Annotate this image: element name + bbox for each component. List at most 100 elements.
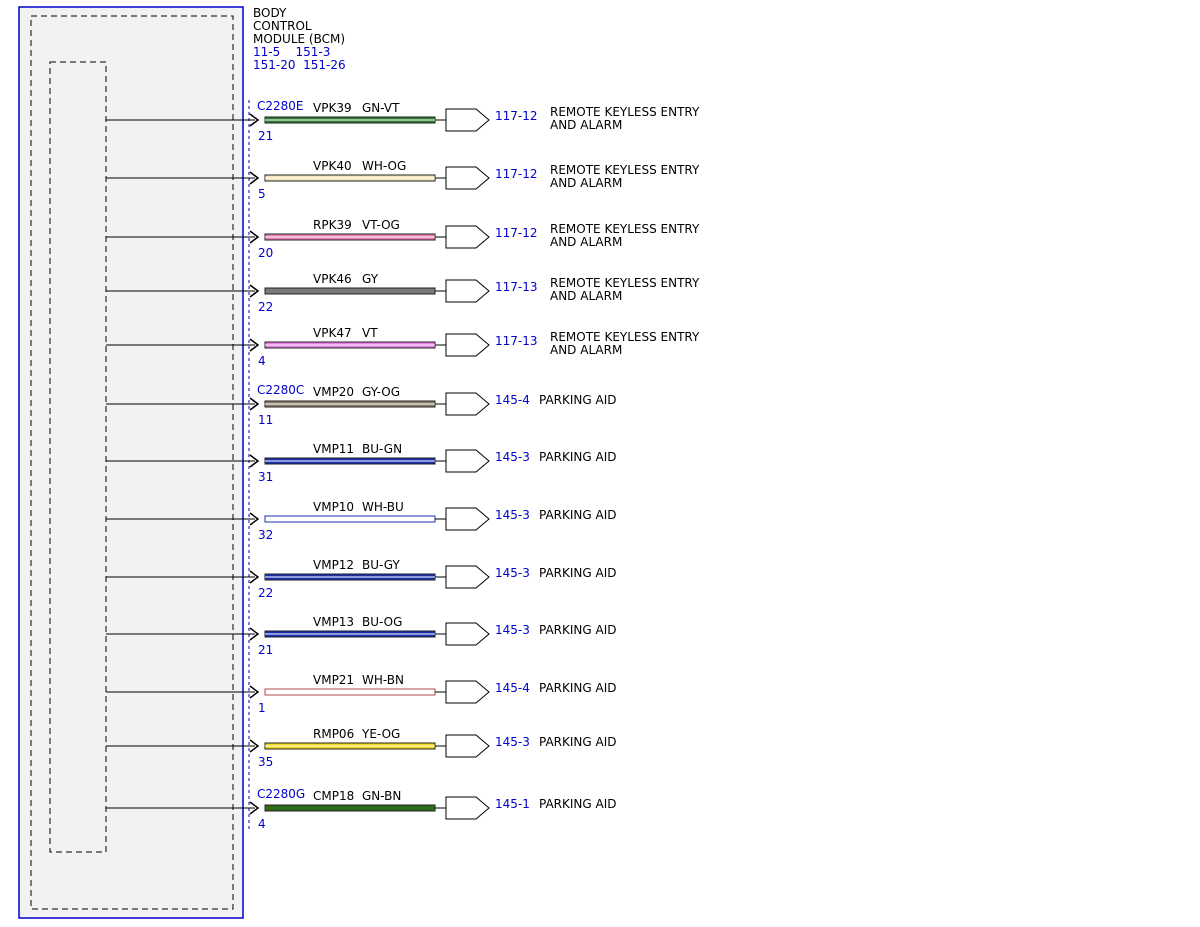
destination-label: PARKING AID	[539, 566, 617, 580]
off-page-connector-icon	[445, 796, 490, 820]
pin-number: 35	[258, 755, 273, 769]
pin-arrow-icon	[249, 284, 260, 298]
destination-label: REMOTE KEYLESS ENTRY	[550, 330, 700, 344]
connector-id: C2280E	[257, 99, 304, 113]
wire-color-code: BU-GN	[362, 442, 402, 456]
module-title: BODY CONTROL MODULE (BCM)	[253, 6, 345, 46]
wire-row: 21 VMP13 BU-OG 145-3 PARKING AID	[106, 615, 617, 657]
module-inner-dashed-box	[30, 15, 234, 910]
pin-arrow-icon	[249, 739, 260, 753]
pin-number: 1	[258, 701, 266, 715]
pin-arrow-icon	[249, 113, 260, 127]
circuit-id: VPK46	[313, 272, 352, 286]
pin-number: 22	[258, 300, 273, 314]
module-title-line: CONTROL	[253, 19, 312, 33]
wire-row: 22 VMP12 BU-GY 145-3 PARKING AID	[106, 558, 617, 600]
wire-row: 20 RPK39 VT-OG 117-12 REMOTE KEYLESS ENTRYAN…	[106, 218, 700, 260]
off-page-connector-icon	[445, 680, 490, 704]
wire-color-code: WH-OG	[362, 159, 406, 173]
wire-color-code: WH-BN	[362, 673, 404, 687]
pin-arrow-icon	[249, 454, 260, 468]
module-ref-line: 151-20 151-26	[253, 58, 346, 72]
pin-number: 21	[258, 643, 273, 657]
module-internal-block	[49, 61, 107, 853]
wire-color-code: GY-OG	[362, 385, 400, 399]
circuit-id: CMP18	[313, 789, 354, 803]
destination-label: PARKING AID	[539, 623, 617, 637]
pin-arrow-icon	[249, 397, 260, 411]
page-reference: 117-12	[495, 226, 538, 240]
wire-row: 1 VMP21 WH-BN 145-4 PARKING AID	[106, 673, 617, 715]
destination-label: REMOTE KEYLESS ENTRY	[550, 163, 700, 177]
off-page-connector-icon	[445, 333, 490, 357]
off-page-connector-icon	[445, 565, 490, 589]
destination-label: REMOTE KEYLESS ENTRY	[550, 222, 700, 236]
pin-arrow-icon	[249, 627, 260, 641]
pin-arrow-icon	[249, 512, 260, 526]
destination-label: PARKING AID	[539, 450, 617, 464]
circuit-id: VMP10	[313, 500, 354, 514]
connector-id: C2280G	[257, 787, 305, 801]
wire-body	[264, 515, 436, 523]
wire-color-code: VT	[362, 326, 378, 340]
wire-row: C2280G 4 CMP18 GN-BN 145-1 PARKING AID	[106, 787, 617, 831]
circuit-id: VPK39	[313, 101, 352, 115]
pin-number: 4	[258, 817, 266, 831]
off-page-connector-icon	[445, 734, 490, 758]
pin-number: 32	[258, 528, 273, 542]
destination-label: PARKING AID	[539, 393, 617, 407]
destination-label: AND ALARM	[550, 289, 622, 303]
wire-row: 35 RMP06 YE-OG 145-3 PARKING AID	[106, 727, 617, 769]
page-reference: 117-13	[495, 280, 538, 294]
destination-label: AND ALARM	[550, 235, 622, 249]
page-reference: 145-3	[495, 508, 530, 522]
page-reference: 117-12	[495, 167, 538, 181]
wire-color-code: YE-OG	[361, 727, 400, 741]
connector-id: C2280C	[257, 383, 304, 397]
destination-label: PARKING AID	[539, 735, 617, 749]
wire-body	[264, 804, 436, 812]
circuit-id: VMP13	[313, 615, 354, 629]
wire-color-code: BU-GY	[362, 558, 400, 572]
wire-color-code: GN-BN	[362, 789, 401, 803]
pin-number: 31	[258, 470, 273, 484]
circuit-id: RMP06	[313, 727, 354, 741]
page-reference: 145-4	[495, 393, 530, 407]
pin-number: 11	[258, 413, 273, 427]
off-page-connector-icon	[445, 108, 490, 132]
wire-body	[264, 287, 436, 295]
pin-number: 5	[258, 187, 266, 201]
wire-row: 32 VMP10 WH-BU 145-3 PARKING AID	[106, 500, 617, 542]
wire-color-code: BU-OG	[362, 615, 402, 629]
module-ref-line: 11-5 151-3	[253, 45, 330, 59]
destination-label: AND ALARM	[550, 118, 622, 132]
pin-arrow-icon	[249, 338, 260, 352]
wire-row: 31 VMP11 BU-GN 145-3 PARKING AID	[106, 442, 617, 484]
wire-row: C2280E 21 VPK39 GN-VT 117-12 REMOTE KEYLESS E…	[106, 99, 700, 143]
circuit-id: VMP21	[313, 673, 354, 687]
page-reference: 145-3	[495, 623, 530, 637]
circuit-id: VPK47	[313, 326, 352, 340]
off-page-connector-icon	[445, 166, 490, 190]
off-page-connector-icon	[445, 507, 490, 531]
module-outer-box	[18, 6, 244, 919]
page-reference: 145-3	[495, 566, 530, 580]
wire-list: C2280E 21 VPK39 GN-VT 117-12 REMOTE KEYLESS E…	[106, 99, 700, 831]
wire-row: 5 VPK40 WH-OG 117-12 REMOTE KEYLESS ENTRYAND…	[106, 159, 700, 201]
pin-number: 21	[258, 129, 273, 143]
page-reference: 145-1	[495, 797, 530, 811]
module-page-refs: 11-5 151-3 151-20 151-26	[0, 0, 357, 72]
module-title-line: MODULE (BCM)	[253, 32, 345, 46]
circuit-id: VPK40	[313, 159, 352, 173]
circuit-id: VMP11	[313, 442, 354, 456]
pin-arrow-icon	[249, 801, 260, 815]
pin-number: 22	[258, 586, 273, 600]
destination-label: AND ALARM	[550, 343, 622, 357]
destination-label: PARKING AID	[539, 508, 617, 522]
pin-arrow-icon	[249, 570, 260, 584]
pin-arrow-icon	[249, 171, 260, 185]
destination-label: PARKING AID	[539, 681, 617, 695]
